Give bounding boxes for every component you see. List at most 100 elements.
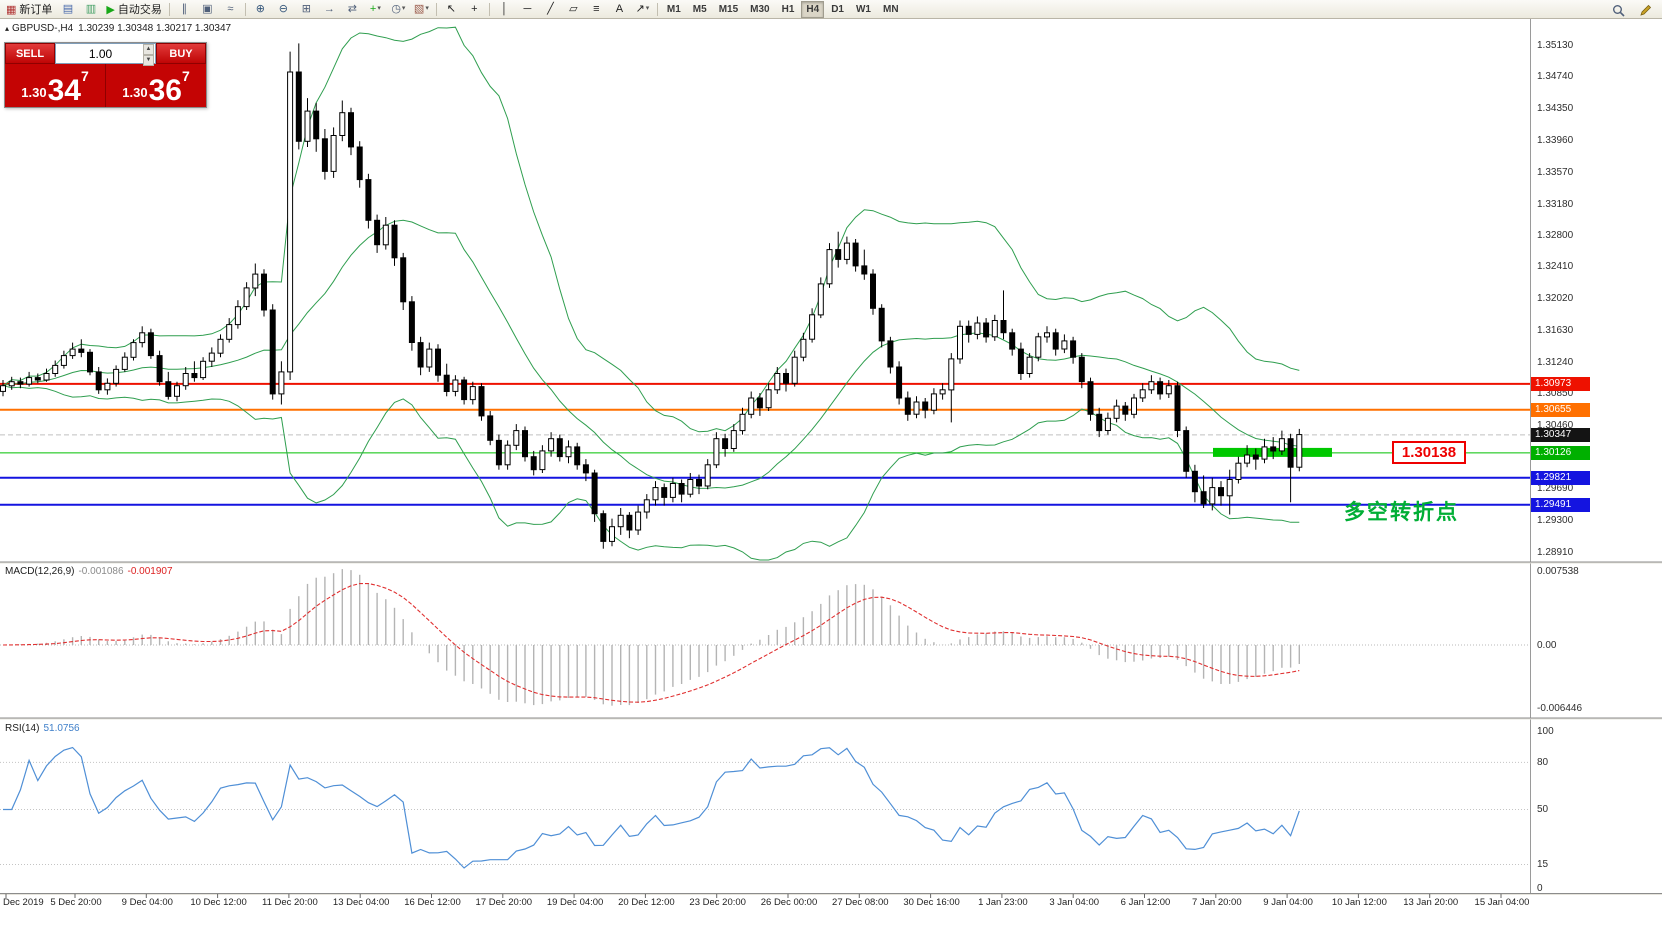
new-order-button[interactable]: ▦ 新订单	[6, 3, 53, 17]
toolbar: ▦ 新订单 ▤ ▥ ▶ 自动交易 ∥ ▣ ≈ ⊕ ⊖ ⊞ → ⇄ + ▾ ◷ ▾ ▧ ▾ ↖ + │ ─ ╱ ▱ ≡ A ↗ ▾ M1 M5 M…	[0, 0, 1662, 19]
panel-collapse-icon[interactable]: ▴	[5, 24, 10, 33]
chart-shift-icon[interactable]: ⇄	[347, 3, 357, 15]
rsi-label: RSI(14) 51.0756	[5, 723, 80, 734]
alerts-icon[interactable]: ▥	[85, 3, 97, 15]
channel-icon[interactable]: ▱	[569, 3, 578, 15]
timeframe-button-h1[interactable]: H1	[781, 3, 795, 15]
buy-price-display[interactable]: 1.30 36 7	[122, 68, 190, 107]
price-tag-1.30655: 1.30655	[1531, 402, 1590, 417]
price-axis-label: 1.28910	[1537, 546, 1574, 558]
timeframe-button-h4[interactable]: H4	[801, 0, 825, 18]
bollinger-upper	[2, 26, 1300, 433]
volume-input[interactable]	[56, 44, 155, 63]
price-annotation-label[interactable]: 1.30138	[1392, 441, 1466, 464]
price-tag-1.30126: 1.30126	[1531, 445, 1590, 460]
price-axis-label: 1.34350	[1537, 103, 1574, 115]
macd-label: MACD(12,26,9) -0.001086 -0.001907	[5, 566, 173, 577]
price-axis-label: 1.32020	[1537, 293, 1574, 304]
candlestick-chart-icon[interactable]: ▣	[202, 3, 213, 15]
macd-histogram	[10, 569, 1301, 706]
timeframe-button-m1[interactable]: M1	[666, 3, 681, 15]
price-tag-1.30347: 1.30347	[1531, 427, 1590, 442]
bollinger-lower	[2, 385, 1300, 561]
sell-button[interactable]: SELL	[5, 43, 55, 64]
periods-icon[interactable]: ◷ ▾	[391, 3, 406, 15]
macd-axis-label: 0.007538	[1537, 565, 1579, 577]
time-axis-label: Dec 2019	[3, 897, 44, 908]
macd-axis-label: -0.006446	[1537, 702, 1583, 714]
ohlc-values: 1.30239 1.30348 1.30217 1.30347	[78, 23, 232, 34]
cursor-icon[interactable]: ↖	[446, 3, 456, 15]
volume-increase-button[interactable]: ▲	[143, 44, 154, 55]
time-axis-label: 11 Dec 20:00	[261, 897, 318, 908]
time-axis-label: 20 Dec 12:00	[618, 897, 675, 908]
auto-trading-button[interactable]: ▶ 自动交易	[106, 3, 162, 17]
macd-axis-label: 0.00	[1537, 639, 1557, 651]
rsi-axis-label: 0	[1537, 882, 1543, 894]
timeframe-button-m15[interactable]: M15	[718, 3, 739, 15]
timeframe-button-mn[interactable]: MN	[882, 3, 899, 15]
highlight-segment[interactable]	[1213, 447, 1332, 457]
trendline-icon[interactable]: ╱	[547, 3, 554, 15]
time-axis-label: 15 Jan 04:00	[1474, 897, 1530, 908]
auto-scroll-icon[interactable]: →	[323, 3, 335, 15]
symbol-period: GBPUSD-,H4	[12, 23, 74, 34]
vertical-line-icon[interactable]: │	[500, 3, 508, 15]
templates-icon[interactable]: ▧ ▾	[413, 3, 429, 15]
line-chart-icon[interactable]: ≈	[227, 3, 234, 15]
sell-price-display[interactable]: 1.30 34 7	[21, 68, 89, 107]
toolbar-separator	[168, 2, 170, 16]
time-axis-label: 13 Dec 04:00	[332, 897, 390, 908]
time-axis-label: 1 Jan 23:00	[978, 897, 1028, 908]
rsi-line	[3, 746, 1300, 869]
time-axis-label: 10 Jan 12:00	[1331, 897, 1387, 908]
time-axis-label: 27 Dec 08:00	[832, 897, 889, 908]
price-axis-label: 1.33570	[1537, 166, 1574, 178]
time-axis-label: 30 Dec 16:00	[903, 897, 960, 908]
time-axis-label: 9 Jan 04:00	[1263, 897, 1313, 908]
timeframe-button-m5[interactable]: M5	[692, 3, 707, 15]
crosshair-icon[interactable]: +	[471, 3, 478, 15]
edit-pencil-icon[interactable]	[1634, 1, 1657, 19]
indicators-icon[interactable]: + ▾	[369, 3, 381, 15]
price-tag-1.30973: 1.30973	[1531, 376, 1590, 391]
time-axis-label: 5 Dec 20:00	[50, 897, 102, 908]
rsi-axis-label: 15	[1537, 859, 1549, 870]
price-axis-label: 1.33960	[1537, 134, 1574, 146]
rsi-axis-label: 80	[1537, 756, 1549, 768]
toolbar-separator	[244, 2, 246, 16]
macd-signal-line	[2, 582, 1300, 703]
search-icon[interactable]	[1607, 1, 1630, 19]
turning-point-annotation[interactable]: 多空转折点	[1344, 501, 1459, 524]
horizontal-line-icon[interactable]: ─	[523, 3, 532, 15]
time-axis-label: 10 Dec 12:00	[190, 897, 247, 908]
text-icon[interactable]: A	[615, 3, 624, 15]
candles	[0, 43, 1303, 549]
buy-button[interactable]: BUY	[156, 43, 206, 64]
chart-window-icon[interactable]: ▤	[62, 3, 74, 15]
time-axis-label: 17 Dec 20:00	[475, 897, 533, 908]
tile-windows-icon[interactable]: ⊞	[301, 3, 311, 15]
time-axis-label: 19 Dec 04:00	[546, 897, 604, 908]
price-tag-1.29821: 1.29821	[1531, 470, 1590, 485]
bollinger-middle	[2, 219, 1300, 489]
toolbar-separator	[435, 2, 437, 16]
toolbar-separator	[488, 2, 490, 16]
price-axis-label: 1.31240	[1537, 356, 1574, 368]
rsi-axis-label: 50	[1537, 804, 1549, 815]
fibonacci-icon[interactable]: ≡	[593, 3, 600, 15]
bar-chart-icon[interactable]: ∥	[181, 3, 188, 15]
rsi-axis-label: 100	[1537, 725, 1554, 737]
time-axis-label: 26 Dec 00:00	[760, 897, 818, 908]
arrow-objects-icon[interactable]: ↗ ▾	[635, 3, 650, 15]
volume-decrease-button[interactable]: ▼	[143, 55, 154, 66]
time-axis-label: 23 Dec 20:00	[689, 897, 746, 908]
zoom-out-icon[interactable]: ⊖	[278, 3, 288, 15]
timeframe-button-m30[interactable]: M30	[750, 3, 770, 15]
timeframe-button-w1[interactable]: W1	[855, 3, 871, 15]
timeframe-button-d1[interactable]: D1	[831, 3, 844, 15]
price-axis-label: 1.29690	[1537, 482, 1574, 494]
zoom-in-icon[interactable]: ⊕	[255, 3, 265, 15]
